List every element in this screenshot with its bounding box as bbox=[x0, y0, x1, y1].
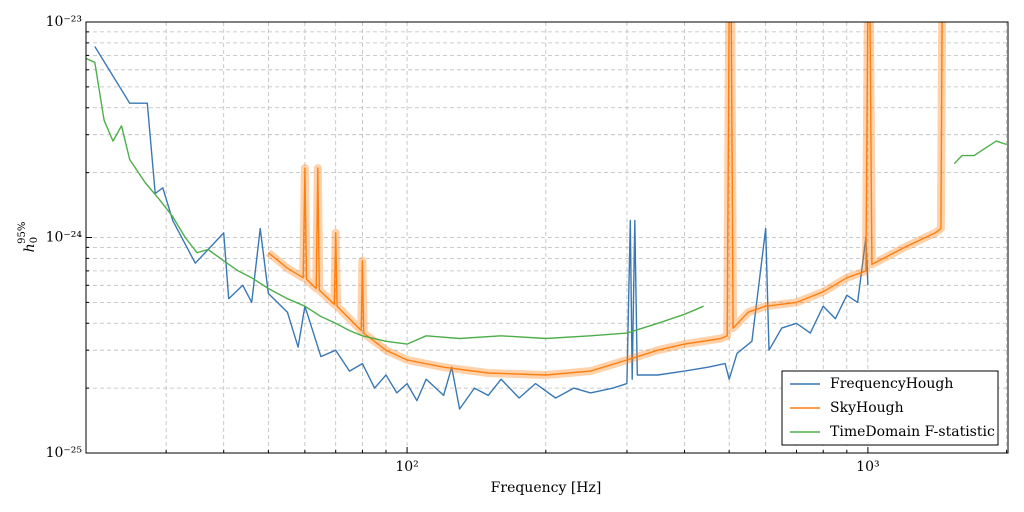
y-label-sup: 95% bbox=[17, 222, 28, 244]
series-line bbox=[267, 22, 943, 376]
legend-label: TimeDomain F-statistic bbox=[830, 424, 995, 440]
series-line bbox=[94, 46, 869, 410]
y-tick-label: 10⁻²³ bbox=[46, 14, 82, 30]
legend-label: FrequencyHough bbox=[830, 376, 953, 392]
y-label-main: h bbox=[22, 243, 38, 252]
y-label-sub: 0 bbox=[29, 237, 40, 243]
series-line bbox=[86, 57, 1007, 345]
x-tick-label: 10² bbox=[395, 459, 418, 475]
y-tick-label: 10⁻²⁵ bbox=[46, 445, 83, 461]
series-band bbox=[265, 22, 947, 379]
legend-label: SkyHough bbox=[830, 400, 904, 416]
x-axis-label: Frequency [Hz] bbox=[491, 480, 602, 496]
x-tick-label: 10³ bbox=[856, 459, 879, 475]
y-axis-label: h095% bbox=[17, 222, 40, 253]
y-tick-label: 10⁻²⁴ bbox=[46, 230, 83, 246]
